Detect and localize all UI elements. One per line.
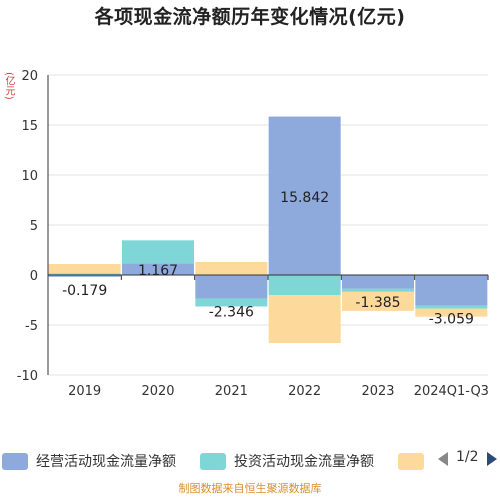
y-tick-label: 5 [30, 219, 38, 234]
x-tick-label: 2024Q1-Q3 [414, 384, 489, 399]
data-labels: -0.179 1.167 -2.346 15.842 -1.385 -3.059 [62, 190, 474, 328]
bar-value-label: 15.842 [280, 190, 329, 206]
axes: -10 -5 0 5 10 15 20 2019 2020 2021 2022 2023 2024Q1-… [17, 69, 489, 399]
bar-value-label: -2.346 [209, 304, 254, 320]
y-tick-label: 0 [30, 269, 38, 284]
legend-swatch [200, 452, 226, 470]
legend-item-investing[interactable]: 投资活动现金流量净额 [200, 450, 374, 472]
grid-lines [48, 74, 488, 376]
bar-series-1 [122, 240, 194, 264]
bar-series-2 [342, 291, 414, 311]
bar-series-2 [195, 262, 268, 275]
legend-label: 经营活动现金流量净额 [36, 454, 176, 470]
bar-series-0 [122, 263, 194, 275]
y-axis-unit-label: (亿元) [3, 72, 14, 100]
bar-series-2 [415, 308, 488, 317]
y-tick-label: -5 [25, 319, 38, 334]
legend-pager: 1/2 [436, 449, 500, 469]
x-tick-label: 2022 [288, 384, 321, 399]
bar-series-1 [268, 275, 341, 295]
triangle-right-icon[interactable] [487, 452, 497, 466]
bar-series-1 [342, 288, 414, 292]
y-tick-label: -10 [17, 369, 38, 384]
bar-value-label: -1.385 [355, 295, 400, 311]
x-tick-label: 2023 [361, 384, 394, 399]
legend: 经营活动现金流量净额 投资活动现金流量净额 [0, 446, 500, 474]
y-tick-label: 20 [21, 69, 38, 84]
bar-series-0 [415, 275, 488, 306]
x-tick-label: 2021 [215, 384, 248, 399]
legend-item-financing[interactable] [398, 450, 432, 472]
bar-series-0 [195, 275, 268, 299]
bar-series-2 [48, 264, 121, 274]
bar-value-label: -3.059 [429, 312, 474, 328]
triangle-left-icon[interactable] [438, 452, 448, 466]
bar-series-0 [268, 116, 341, 275]
bar-value-label: 1.167 [138, 263, 178, 279]
legend-page-indicator: 1/2 [456, 449, 479, 465]
x-tick-label: 2020 [141, 384, 174, 399]
y-tick-label: 10 [21, 169, 38, 184]
bar-series-0 [342, 275, 414, 289]
bar-series-1 [195, 298, 268, 307]
x-tick-label: 2019 [68, 384, 101, 399]
bars [48, 116, 488, 343]
bar-series-0 [48, 275, 121, 277]
bar-series-1 [415, 305, 488, 309]
legend-swatch [2, 452, 28, 470]
cash-flow-chart: -10 -5 0 5 10 15 20 2019 2020 2021 2022 2023 2024Q1-… [17, 69, 489, 399]
bar-series-1 [48, 273, 121, 275]
legend-label: 投资活动现金流量净额 [234, 454, 374, 470]
y-tick-label: 15 [21, 119, 38, 134]
legend-swatch [398, 452, 424, 470]
chart-title: 各项现金流净额历年变化情况(亿元) [94, 6, 406, 28]
bar-value-label: -0.179 [62, 283, 107, 299]
legend-item-operating[interactable]: 经营活动现金流量净额 [2, 450, 176, 472]
data-source-note: 制图数据来自恒生聚源数据库 [178, 482, 322, 495]
bar-series-2 [268, 295, 341, 343]
